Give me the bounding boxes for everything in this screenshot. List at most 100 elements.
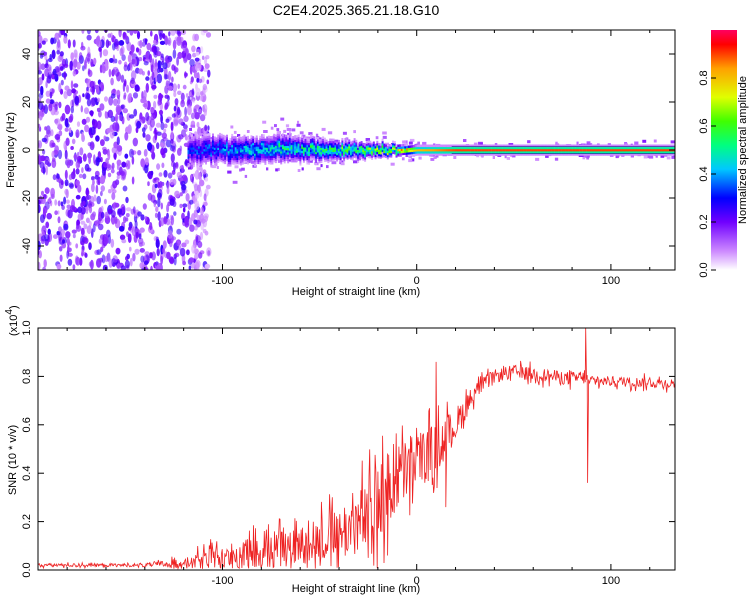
signal-cell [470, 151, 473, 154]
halo-cell [321, 127, 326, 131]
signal-cell [227, 150, 230, 154]
signal-cell [594, 151, 597, 154]
signal-cell [393, 143, 396, 146]
noise-speckle [145, 51, 149, 61]
noise-speckle [82, 200, 86, 206]
noise-speckle [139, 248, 145, 253]
noise-speckle [163, 73, 168, 80]
signal-cell [372, 150, 375, 153]
signal-cell [369, 140, 372, 144]
noise-speckle [100, 185, 106, 192]
signal-cell [306, 140, 309, 143]
signal-cell [217, 156, 220, 159]
signal-cell [586, 151, 589, 154]
signal-cell [488, 153, 491, 156]
signal-cell [262, 158, 265, 161]
signal-cell [266, 140, 269, 144]
signal-cell [622, 146, 625, 150]
signal-cell [257, 157, 260, 160]
signal-cell [489, 151, 492, 154]
noise-speckle [65, 231, 71, 239]
signal-cell [199, 152, 202, 155]
noise-speckle [127, 160, 131, 170]
signal-cell [442, 148, 445, 152]
noise-speckle [96, 195, 101, 205]
signal-cell [449, 146, 452, 150]
signal-cell [283, 145, 286, 149]
halo-cell [263, 130, 268, 133]
signal-cell [589, 146, 592, 150]
signal-cell [311, 142, 314, 145]
signal-cell [213, 145, 216, 148]
signal-cell [556, 148, 559, 152]
signal-cell [255, 148, 258, 152]
signal-cell [346, 144, 349, 147]
signal-cell [649, 144, 651, 148]
signal-cell [524, 144, 527, 148]
signal-cell [614, 153, 616, 156]
signal-cell [579, 151, 582, 154]
signal-cell [304, 155, 307, 159]
noise-speckle [126, 231, 129, 238]
signal-cell [213, 140, 216, 144]
signal-cell [495, 146, 498, 150]
signal-cell [238, 136, 241, 139]
signal-cell [325, 152, 328, 156]
signal-cell [486, 148, 489, 152]
signal-cell [285, 145, 288, 149]
signal-cell [313, 153, 316, 157]
signal-cell [309, 140, 312, 144]
signal-cell [192, 147, 195, 150]
noise-speckle [135, 126, 139, 134]
noise-speckle [163, 141, 167, 150]
signal-cell [362, 155, 365, 159]
signal-cell [343, 158, 346, 162]
signal-cell [229, 146, 232, 150]
signal-cell [558, 148, 561, 152]
signal-cell [250, 150, 253, 153]
noise-speckle [46, 64, 52, 72]
signal-cell [287, 139, 290, 142]
signal-cell [484, 153, 487, 156]
signal-cell [334, 155, 337, 159]
signal-cell [248, 147, 251, 151]
signal-cell [276, 144, 279, 147]
signal-cell [542, 151, 545, 154]
noise-speckle [84, 92, 89, 100]
signal-cell [372, 148, 375, 151]
signal-cell [416, 151, 419, 154]
signal-cell [509, 151, 512, 154]
signal-cell [615, 153, 618, 156]
noise-speckle [141, 262, 145, 269]
noise-speckle [183, 56, 188, 62]
signal-cell [294, 145, 297, 149]
signal-cell [418, 153, 421, 156]
signal-cell [572, 146, 575, 150]
signal-cell [243, 139, 246, 142]
signal-cell [451, 144, 454, 148]
signal-cell [252, 138, 255, 141]
signal-cell [472, 151, 475, 154]
noise-speckle [79, 147, 84, 156]
signal-cell [213, 160, 216, 163]
signal-cell [187, 153, 190, 157]
signal-cell [259, 155, 262, 158]
signal-cell [477, 151, 480, 154]
signal-cell [280, 140, 283, 143]
signal-cell [343, 145, 346, 149]
noise-speckle [126, 253, 130, 260]
signal-cell [205, 153, 207, 156]
noise-speckle [179, 145, 183, 152]
signal-cell [222, 145, 225, 149]
signal-cell [320, 156, 323, 159]
signal-cell [318, 145, 321, 149]
noise-speckle [40, 85, 44, 96]
noise-speckle [96, 249, 102, 255]
signal-cell [269, 138, 272, 141]
signal-cell [479, 151, 482, 154]
signal-cell [316, 141, 319, 144]
signal-cell [243, 143, 246, 146]
signal-cell [292, 146, 295, 150]
signal-cell [306, 142, 309, 145]
signal-cell [645, 144, 648, 148]
